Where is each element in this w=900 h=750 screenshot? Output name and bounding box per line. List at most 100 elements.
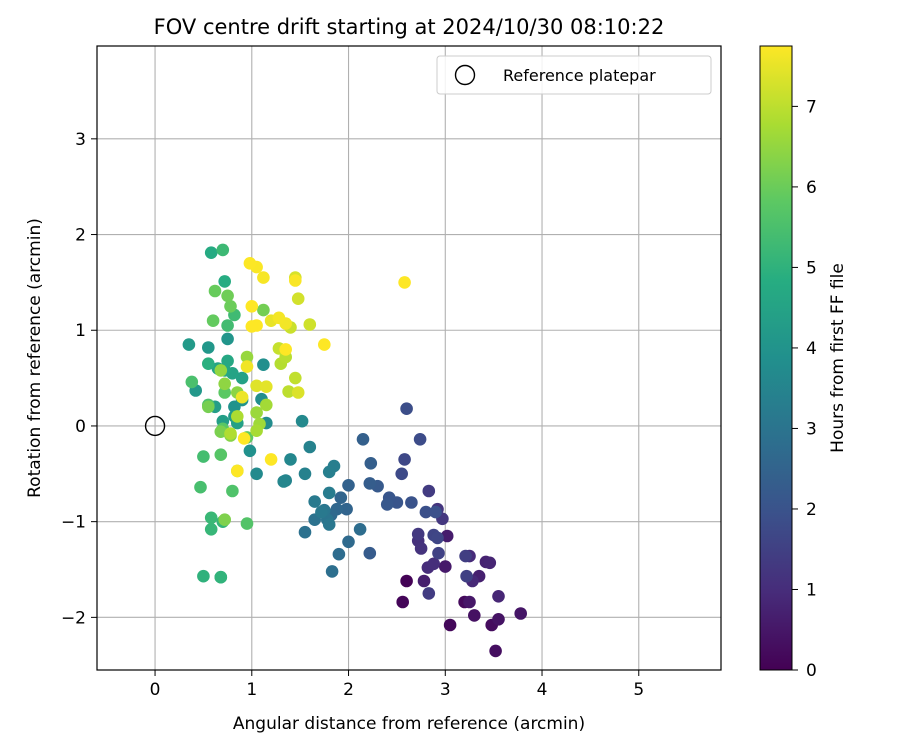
scatter-point: [396, 595, 410, 609]
scatter-point: [289, 274, 302, 287]
scatter-point: [204, 523, 218, 536]
y-tick-label: −1: [61, 513, 86, 533]
legend-entry: Reference platepar: [503, 66, 656, 85]
colorbar-tick-label: 0: [806, 661, 817, 681]
scatter-point: [291, 292, 305, 306]
scatter-point: [202, 400, 215, 414]
scatter-point: [243, 257, 257, 270]
scatter-point: [284, 453, 297, 466]
scatter-point: [322, 486, 336, 500]
scatter-point: [405, 496, 418, 509]
scatter-point: [427, 557, 441, 571]
scatter-point: [218, 377, 231, 391]
scatter-point: [411, 527, 425, 541]
colorbar-ticks: 0 1 2 3 4 5 6 7: [792, 97, 817, 681]
scatter-point: [340, 502, 353, 516]
scatter-point: [250, 467, 263, 481]
scatter-point: [214, 448, 228, 462]
scatter-point: [240, 350, 254, 364]
colorbar-gradient: [759, 45, 793, 671]
x-tick-label: 3: [440, 680, 451, 700]
scatter-point: [204, 246, 218, 259]
scatter-point: [206, 314, 220, 328]
scatter-point: [208, 284, 222, 298]
x-tick-label: 5: [633, 680, 644, 700]
scatter-point: [214, 570, 228, 584]
scatter-point: [413, 433, 427, 446]
scatter-point: [459, 549, 472, 563]
scatter-point: [483, 556, 497, 570]
scatter-point: [197, 569, 210, 583]
scatter-point: [325, 565, 339, 578]
scatter-point: [245, 300, 259, 313]
scatter-point: [260, 398, 273, 412]
scatter-point: [298, 467, 312, 481]
scatter-point: [216, 243, 230, 257]
scatter-points: [182, 243, 527, 658]
scatter-point: [460, 569, 473, 583]
scatter-point: [218, 386, 231, 399]
y-tick-label: 3: [75, 130, 86, 150]
colorbar-tick-label: 5: [806, 258, 817, 278]
scatter-point: [431, 531, 444, 545]
scatter-point: [363, 546, 377, 560]
scatter-point: [514, 607, 527, 620]
scatter-point: [419, 505, 433, 519]
scatter-point: [308, 495, 322, 508]
scatter-point: [224, 300, 237, 313]
y-tick-label: 2: [75, 226, 86, 246]
scatter-point: [322, 465, 336, 479]
scatter-point: [295, 414, 309, 428]
scatter-point: [245, 320, 259, 333]
y-tick-label: −2: [61, 608, 86, 628]
scatter-point: [202, 341, 215, 354]
scatter-point: [194, 480, 207, 494]
scatter-point: [289, 371, 302, 385]
scatter-point: [353, 523, 367, 536]
scatter-point: [214, 425, 228, 439]
scatter-point: [221, 289, 234, 303]
colorbar-tick-label: 3: [806, 419, 817, 439]
scatter-point: [214, 364, 228, 377]
scatter-point: [272, 311, 286, 325]
scatter-point: [303, 440, 317, 454]
scatter-point: [322, 518, 336, 531]
scatter-point: [398, 276, 411, 289]
scatter-point: [400, 402, 413, 416]
scatter-point: [440, 529, 454, 543]
scatter-point: [432, 546, 445, 560]
scatter-point: [235, 371, 249, 385]
scatter-point: [226, 484, 239, 498]
scatter-point: [185, 375, 199, 389]
x-tick-label: 4: [537, 680, 548, 700]
scatter-point: [240, 517, 254, 530]
chart-title: FOV centre drift starting at 2024/10/30 …: [154, 15, 665, 39]
scatter-point: [231, 410, 244, 423]
scatter-point: [417, 574, 431, 588]
scatter-point: [414, 542, 428, 555]
scatter-point: [400, 574, 413, 588]
scatter-point: [260, 380, 273, 394]
scatter-point: [257, 303, 270, 317]
plot-frame: [96, 45, 722, 671]
scatter-point: [422, 484, 436, 498]
scatter-point: [342, 479, 355, 492]
scatter-point: [356, 433, 370, 446]
scatter-point: [182, 338, 196, 351]
legend-reference-marker-icon: [454, 64, 476, 86]
scatter-point: [468, 609, 481, 622]
scatter-point: [257, 358, 270, 372]
y-tick-label: 0: [75, 417, 86, 437]
scatter-point: [218, 275, 231, 288]
x-tick-label: 0: [150, 680, 161, 700]
scatter-point: [243, 444, 257, 458]
scatter-point: [250, 424, 263, 438]
colorbar-tick-label: 6: [806, 178, 817, 198]
reference-platepar-marker: [144, 415, 166, 437]
scatter-point: [202, 357, 215, 371]
scatter-point: [221, 354, 234, 368]
grid-lines: [97, 46, 721, 670]
y-tick-label: 1: [75, 321, 86, 341]
scatter-point: [489, 644, 502, 658]
